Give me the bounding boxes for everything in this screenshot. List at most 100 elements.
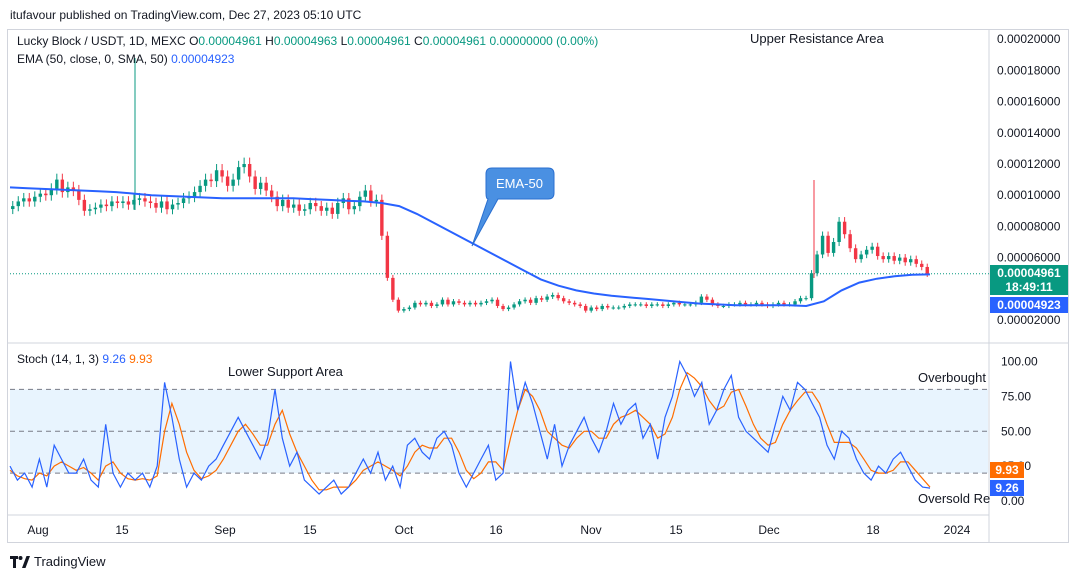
stoch-d-value: 9.93 bbox=[129, 352, 153, 366]
stoch-pane[interactable] bbox=[9, 359, 931, 495]
candle-body bbox=[264, 182, 268, 191]
candle-body bbox=[82, 199, 87, 211]
candle-body bbox=[826, 235, 830, 253]
ema-legend: EMA (50, close, 0, SMA, 50) 0.00004923 bbox=[17, 52, 234, 66]
candle-body bbox=[77, 190, 81, 200]
candle-body bbox=[104, 204, 109, 207]
candle-body bbox=[859, 254, 863, 260]
candle-body bbox=[655, 304, 660, 306]
candle-body bbox=[93, 207, 98, 210]
candle-body bbox=[920, 263, 924, 267]
candle-body bbox=[622, 305, 626, 308]
candle-body bbox=[650, 304, 654, 306]
candle-body bbox=[809, 273, 814, 299]
stoch-d-line bbox=[9, 371, 931, 491]
stoch-axis-tick: 75.00 bbox=[1001, 389, 1031, 403]
candle-body bbox=[567, 301, 571, 303]
candle-body bbox=[137, 198, 142, 200]
time-axis-tick: Oct bbox=[395, 523, 414, 537]
annotations: Upper Resistance Area Lower Support Area… bbox=[228, 31, 990, 506]
time-axis-tick: 15 bbox=[669, 523, 683, 537]
candle-body bbox=[534, 298, 538, 303]
candle-body bbox=[875, 246, 880, 257]
candle-body bbox=[429, 302, 434, 306]
candle-body bbox=[820, 235, 825, 255]
candle-body bbox=[292, 204, 296, 208]
candle-body bbox=[192, 192, 197, 197]
candle-body bbox=[214, 170, 219, 182]
price-axis-tick: 0.00010000 bbox=[997, 188, 1061, 202]
candle-body bbox=[468, 302, 472, 305]
price-axis-tick: 0.00008000 bbox=[997, 219, 1061, 233]
candle-body bbox=[391, 277, 395, 300]
price-axis-tick: 0.00002000 bbox=[997, 313, 1061, 327]
candle-body bbox=[71, 187, 76, 191]
candle-body bbox=[909, 259, 913, 263]
footer-brand-text: TradingView bbox=[34, 554, 106, 570]
candle-body bbox=[314, 203, 318, 207]
candle-body bbox=[545, 296, 549, 300]
publisher-line: itufavour published on TradingView.com, … bbox=[10, 8, 362, 22]
time-axis-tick: 15 bbox=[115, 523, 129, 537]
candle-body bbox=[688, 304, 693, 306]
candle-body bbox=[33, 196, 37, 202]
candle-body bbox=[325, 207, 329, 211]
candle-body bbox=[451, 301, 456, 305]
candle-body bbox=[517, 301, 522, 305]
time-axis-tick: Nov bbox=[580, 523, 601, 537]
candle-body bbox=[864, 249, 869, 255]
time-axis-tick: Aug bbox=[27, 523, 48, 537]
candle-body bbox=[506, 307, 511, 310]
time-axis-tick: 18 bbox=[866, 523, 880, 537]
candle-body bbox=[121, 201, 125, 203]
tradingview-logo-icon bbox=[10, 555, 30, 568]
price-pane[interactable] bbox=[9, 58, 931, 313]
candle-body bbox=[446, 299, 450, 305]
candle-body bbox=[242, 164, 246, 168]
candle-body bbox=[380, 199, 384, 236]
candle-body bbox=[743, 302, 748, 305]
candle-body bbox=[347, 198, 351, 210]
candle-body bbox=[760, 302, 764, 305]
candle-body bbox=[220, 170, 224, 177]
candle-body bbox=[330, 207, 334, 214]
candle-body bbox=[181, 198, 186, 203]
footer-brand[interactable]: TradingView bbox=[10, 553, 106, 569]
candle-body bbox=[60, 179, 65, 193]
candle-body bbox=[154, 203, 158, 208]
candle-body bbox=[286, 199, 290, 208]
time-axis-tick: 2024 bbox=[944, 523, 971, 537]
candle-body bbox=[55, 179, 59, 189]
candle-body bbox=[435, 304, 439, 306]
candle-body bbox=[815, 254, 819, 274]
candle-body bbox=[897, 257, 902, 261]
stoch-axis-tick: 0.00 bbox=[1001, 494, 1025, 508]
time-axis-tick: 16 bbox=[489, 523, 503, 537]
candle-body bbox=[424, 302, 428, 305]
low-label: L bbox=[340, 34, 348, 48]
stoch-d-tag: 9.93 bbox=[990, 462, 1024, 478]
candle-body bbox=[38, 193, 43, 197]
candle-body bbox=[842, 221, 847, 235]
candle-body bbox=[88, 209, 92, 211]
candle-body bbox=[484, 301, 489, 303]
candle-body bbox=[363, 190, 368, 197]
candle-body bbox=[798, 298, 803, 302]
candle-body bbox=[589, 307, 593, 311]
candle-body bbox=[628, 304, 632, 306]
candle-body bbox=[490, 299, 494, 302]
stoch-axis-tick: 50.00 bbox=[1001, 424, 1031, 438]
candle-body bbox=[892, 256, 896, 261]
candle-body bbox=[661, 304, 665, 306]
candle-body bbox=[203, 179, 208, 186]
open-label: O bbox=[189, 34, 199, 48]
candle-body bbox=[683, 304, 687, 306]
candle-body bbox=[27, 198, 31, 202]
candle-body bbox=[22, 198, 26, 202]
stoch-k-tag: 9.26 bbox=[990, 480, 1024, 496]
candle-body bbox=[236, 167, 241, 180]
candle-body bbox=[462, 302, 467, 305]
low-value: 0.00004961 bbox=[347, 34, 411, 48]
candle-body bbox=[705, 296, 709, 300]
